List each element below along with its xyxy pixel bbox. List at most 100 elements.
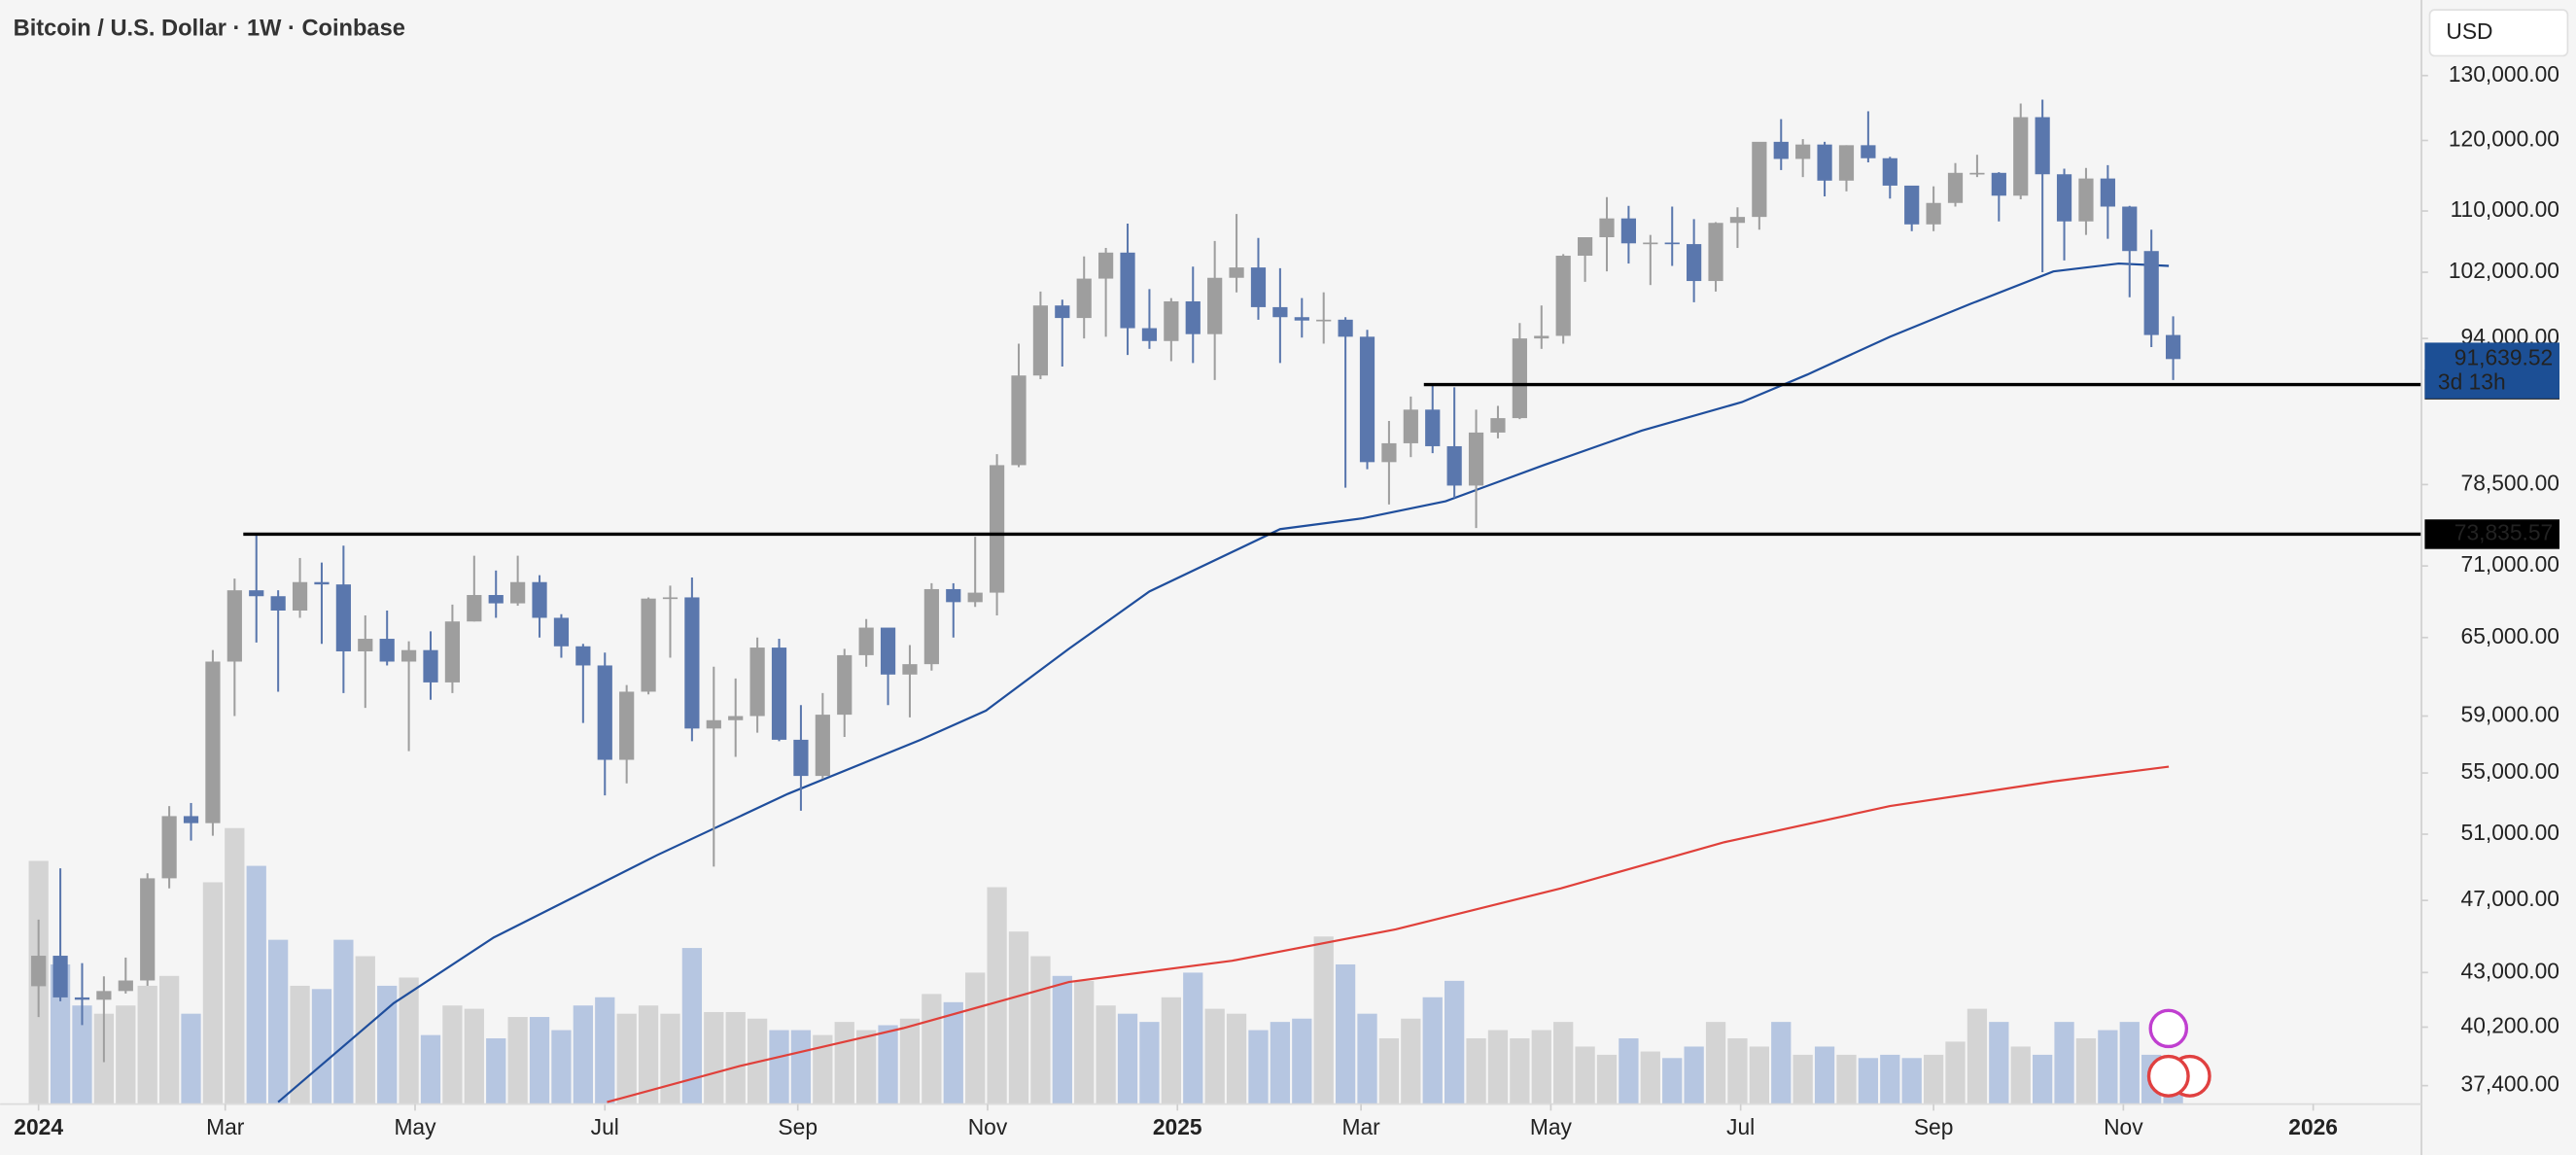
candle-body — [270, 596, 286, 611]
candle-body — [946, 588, 961, 603]
candle-body — [1359, 336, 1375, 463]
candle-body — [96, 991, 112, 1000]
volume-bar — [1139, 1022, 1160, 1104]
x-tick-label: Jul — [591, 1114, 619, 1139]
candle-body — [728, 716, 744, 720]
volume-bar — [355, 956, 375, 1104]
volume-bar — [1204, 1008, 1225, 1104]
candle-body — [1490, 418, 1506, 433]
y-tick-label: 120,000.00 — [2449, 126, 2559, 152]
candle-body — [1643, 242, 1658, 245]
y-tick-label: 71,000.00 — [2461, 551, 2559, 577]
volume-bar — [1335, 963, 1356, 1104]
candle-body — [1687, 244, 1702, 282]
candle-body — [684, 597, 700, 729]
volume-bar — [1662, 1058, 1683, 1104]
y-tick-label: 40,200.00 — [2461, 1012, 2559, 1037]
candle-body — [1904, 185, 1920, 225]
x-tick-label: 2024 — [14, 1114, 63, 1139]
volume-bar — [878, 1025, 898, 1104]
candle-body — [793, 739, 809, 777]
icon[interactable] — [2146, 1054, 2190, 1098]
candle-body — [1882, 158, 1897, 186]
volume-bar — [225, 827, 245, 1104]
candle-body — [1468, 432, 1484, 486]
volume-bar — [181, 1013, 201, 1104]
volume-bar — [834, 1022, 854, 1104]
ma-layer — [277, 262, 2170, 1103]
volume-bar — [486, 1038, 506, 1104]
volume-bar — [1531, 1030, 1551, 1104]
volume-bar — [1183, 972, 1203, 1104]
currency-label[interactable]: USD — [2446, 18, 2492, 44]
candle-body — [1250, 267, 1267, 307]
volume-bar — [464, 1008, 484, 1104]
volume-bar — [1793, 1054, 1813, 1104]
candle-body — [1599, 218, 1615, 238]
y-tick-label: 65,000.00 — [2461, 623, 2559, 648]
candle-body — [1229, 267, 1244, 278]
volume-bar — [769, 1030, 789, 1104]
currency-box[interactable] — [2428, 9, 2569, 57]
volume-bar — [1880, 1054, 1900, 1104]
volume-bar — [922, 994, 942, 1104]
x-tick-label: Nov — [2104, 1114, 2143, 1139]
icon[interactable] — [2148, 1008, 2189, 1049]
candle-body — [619, 691, 635, 760]
volume-bar — [1357, 1013, 1377, 1104]
y-tick-label: 130,000.00 — [2449, 61, 2559, 87]
candle-body — [314, 581, 330, 585]
volume-bar — [1292, 1018, 1312, 1104]
candle-body — [2122, 206, 2138, 252]
volume-bar — [660, 1013, 680, 1104]
volume-bar — [1074, 980, 1095, 1104]
candle-body — [183, 816, 199, 823]
candle-body — [161, 816, 177, 879]
volume-bar — [1923, 1054, 1944, 1104]
volume-bar — [50, 963, 71, 1104]
volume-bar — [202, 882, 224, 1104]
moving-average-line — [607, 765, 2170, 1103]
candle-body — [1446, 445, 1462, 486]
level-label: 73,835.57 — [2454, 519, 2553, 544]
candle-body — [2056, 174, 2072, 222]
candle-body — [923, 588, 939, 665]
candle-body — [1555, 256, 1571, 336]
volume-bar — [2054, 1022, 2074, 1104]
x-tick-label: Nov — [968, 1114, 1008, 1139]
x-tick-label: Mar — [1341, 1114, 1380, 1139]
candle-body — [1861, 145, 1876, 158]
candle-body — [1991, 172, 2006, 196]
volume-bar — [2119, 1022, 2140, 1104]
candle-body — [1055, 305, 1070, 319]
candle-body — [1577, 237, 1593, 257]
volume-bar — [1161, 997, 1181, 1104]
x-tick-label: Jul — [1726, 1114, 1755, 1139]
candle-body — [1752, 141, 1767, 218]
volume-bar — [638, 1005, 659, 1104]
volume-bar — [2010, 1046, 2031, 1104]
volume-bar — [1466, 1038, 1486, 1104]
volume-bar — [1487, 1030, 1509, 1104]
candle-body — [1425, 409, 1441, 446]
y-tick-label: 43,000.00 — [2461, 958, 2559, 983]
y-tick-label: 37,400.00 — [2461, 1071, 2559, 1097]
last-price-label: 91,639.52 — [2454, 344, 2553, 369]
volume-bar — [2075, 1038, 2097, 1104]
volume-bar — [158, 975, 180, 1104]
volume-bar — [1596, 1054, 1618, 1104]
candle-body — [1164, 300, 1179, 341]
volume-layer — [28, 827, 2183, 1104]
x-tick-label: May — [394, 1114, 436, 1139]
volume-bar — [507, 1017, 528, 1104]
level-layer — [243, 382, 2422, 537]
volume-bar — [442, 1005, 463, 1104]
candle-body — [1076, 278, 1092, 319]
candle-body — [1926, 202, 1941, 225]
candle-body — [1403, 409, 1418, 443]
volume-bar — [116, 1005, 136, 1104]
candle-body — [2100, 178, 2115, 207]
volume-bar — [1705, 1022, 1726, 1104]
candle-body — [400, 649, 417, 662]
volume-bar — [1313, 936, 1334, 1104]
